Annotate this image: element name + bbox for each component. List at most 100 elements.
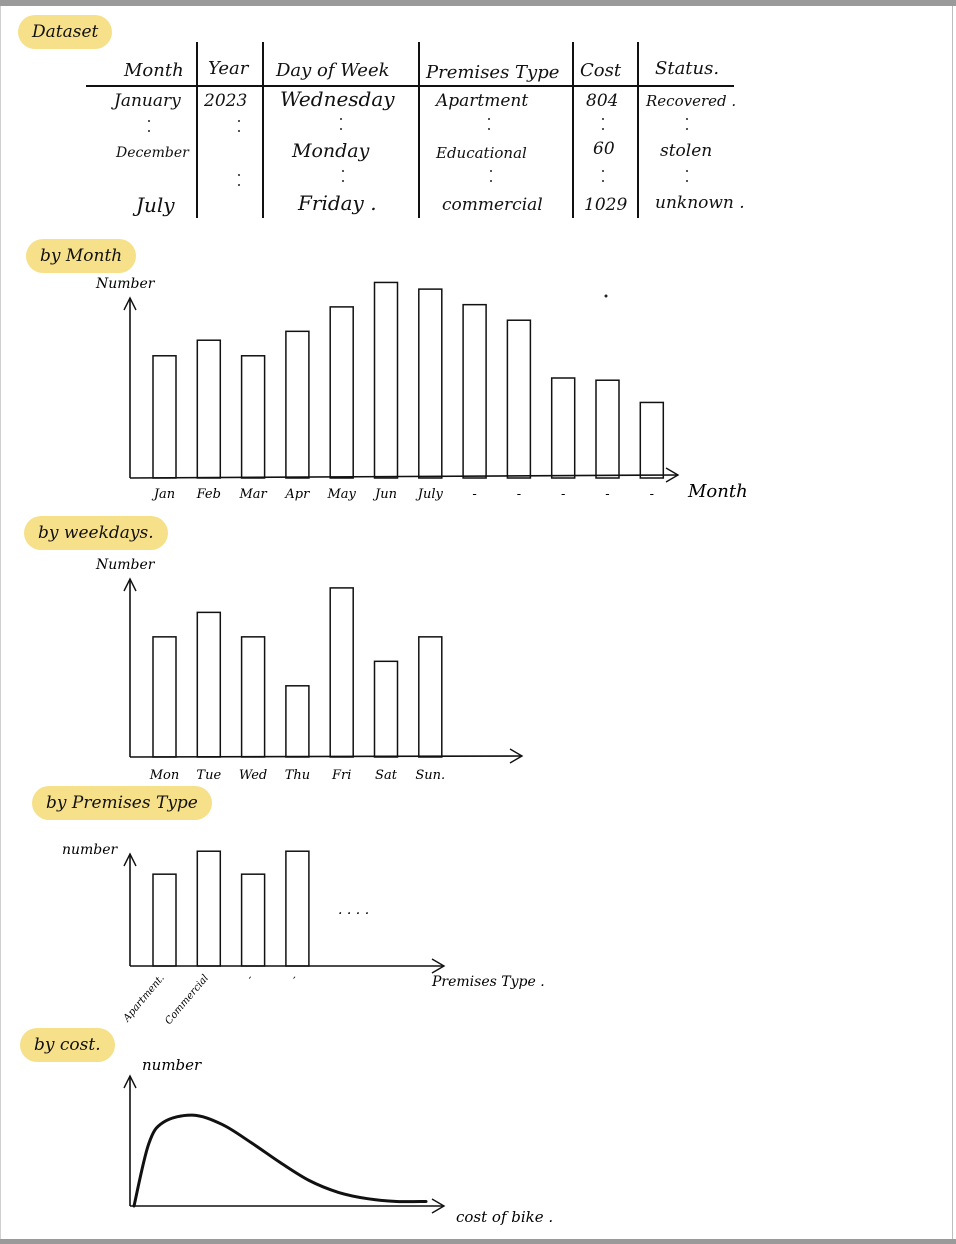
tick-label: Wed bbox=[239, 768, 267, 783]
tick-label: Apr bbox=[284, 487, 310, 502]
x-axis-arrow bbox=[509, 748, 524, 764]
chart-by-month: Number Month Jan Feb Mar Apr May Jun July - - - - - bbox=[95, 276, 748, 502]
table-column-divider bbox=[637, 42, 639, 218]
table-header-year: Year bbox=[208, 58, 249, 79]
bar-1 bbox=[152, 873, 177, 967]
bar-1 bbox=[152, 355, 177, 479]
table-cell: Wednesday bbox=[280, 87, 395, 111]
tick-label: - bbox=[561, 487, 565, 502]
table-cell: 1029 bbox=[584, 195, 628, 215]
month-bars bbox=[152, 281, 665, 479]
y-axis-label: number bbox=[62, 842, 119, 858]
table-header-cost: Cost bbox=[580, 60, 622, 81]
table-column-divider bbox=[572, 42, 574, 218]
continuation-dots bbox=[238, 174, 240, 186]
continuation-dots bbox=[148, 120, 150, 132]
table-cell: Apartment bbox=[436, 91, 529, 111]
chart-by-premises: number Premises Type . . . . . Apartment… bbox=[62, 842, 545, 1027]
weekday-bars bbox=[152, 587, 443, 758]
continuation-dots bbox=[602, 118, 604, 130]
y-axis-label: number bbox=[142, 1056, 202, 1074]
premises-tick-labels: Apartment.Commercial - - bbox=[121, 972, 300, 1026]
tick-label: May bbox=[326, 487, 356, 502]
table-header-month: Month bbox=[124, 60, 184, 81]
continuation-dots bbox=[686, 118, 688, 130]
more-categories-ellipsis: . . . . bbox=[338, 902, 369, 918]
x-axis-label: cost of bike . bbox=[456, 1208, 553, 1226]
bar-1 bbox=[152, 636, 177, 758]
tick-label: Mon bbox=[149, 768, 180, 783]
bar-3 bbox=[240, 636, 266, 758]
bar-4 bbox=[285, 330, 310, 479]
bar-2 bbox=[196, 850, 222, 967]
bar-6 bbox=[373, 281, 399, 479]
bottom-border bbox=[0, 1239, 956, 1244]
bar-8 bbox=[462, 303, 487, 479]
tick-label: Apartment. bbox=[121, 973, 167, 1025]
section-by-weekdays-label: by weekdays. bbox=[24, 516, 168, 550]
weekday-tick-labels: Mon Tue Wed Thu Fri Sat Sun. bbox=[149, 768, 445, 783]
x-axis bbox=[129, 474, 679, 479]
x-axis-arrow bbox=[431, 1198, 446, 1214]
table-cell: Monday bbox=[292, 140, 370, 162]
cost-axes: number cost of bike . bbox=[123, 1056, 553, 1226]
table-cell: December bbox=[116, 145, 189, 161]
bar-7 bbox=[418, 288, 443, 479]
premises-bars bbox=[152, 850, 310, 967]
tick-label: Sat bbox=[375, 768, 398, 783]
table-cell: stolen bbox=[660, 141, 713, 161]
bar-5 bbox=[329, 587, 354, 758]
x-axis-arrow bbox=[665, 467, 680, 483]
bar-9 bbox=[506, 319, 532, 479]
weekday-axes: Number bbox=[95, 557, 524, 764]
continuation-dots bbox=[238, 120, 240, 132]
table-cell: January bbox=[114, 91, 181, 111]
x-axis-arrow bbox=[431, 958, 446, 974]
tick-label: Thu bbox=[285, 768, 310, 783]
tick-label: - bbox=[472, 487, 476, 502]
x-axis bbox=[129, 755, 523, 758]
table-column-divider bbox=[196, 42, 198, 218]
bar-5 bbox=[329, 306, 354, 479]
bar-4 bbox=[285, 850, 310, 967]
tick-label: Jun bbox=[372, 487, 397, 502]
table-cell: unknown . bbox=[655, 193, 745, 213]
y-axis-arrow bbox=[123, 852, 137, 867]
bar-3 bbox=[240, 873, 266, 967]
tick-label: - bbox=[245, 972, 256, 982]
bar-11 bbox=[595, 379, 620, 479]
bar-3 bbox=[240, 355, 266, 479]
continuation-dots bbox=[488, 118, 490, 130]
table-cell: 2023 bbox=[204, 91, 248, 111]
tick-label: - bbox=[289, 972, 300, 982]
table-cell: commercial bbox=[442, 195, 543, 215]
table-cell: Friday . bbox=[298, 191, 377, 215]
premises-axes: number Premises Type . . . . . bbox=[62, 842, 545, 990]
table-cell: 60 bbox=[593, 139, 615, 159]
chart-by-cost: number cost of bike . bbox=[123, 1056, 553, 1226]
tick-label: - bbox=[650, 487, 654, 502]
table-cell: Recovered . bbox=[646, 92, 737, 110]
y-axis-arrow bbox=[123, 1074, 137, 1089]
y-axis-arrow bbox=[123, 577, 137, 592]
section-dataset-label: Dataset bbox=[18, 15, 113, 49]
tick-label: Commercial bbox=[163, 973, 211, 1027]
tick-label: Fri bbox=[331, 768, 351, 783]
x-axis-label: Premises Type . bbox=[431, 974, 545, 990]
bar-6 bbox=[373, 660, 399, 758]
table-header-status: Status. bbox=[655, 58, 720, 79]
table-column-divider bbox=[262, 42, 264, 218]
month-axes: Number Month bbox=[95, 276, 748, 502]
month-tick-labels: Jan Feb Mar Apr May Jun July - - - - - bbox=[151, 487, 654, 502]
table-cell: July bbox=[136, 193, 175, 217]
section-by-month-label: by Month bbox=[26, 239, 137, 273]
tick-label: July bbox=[415, 487, 444, 502]
left-page-edge bbox=[0, 6, 1, 1239]
tick-label: Jan bbox=[151, 487, 175, 502]
continuation-dots bbox=[602, 170, 604, 182]
stray-dot bbox=[604, 294, 608, 298]
tick-label: Feb bbox=[196, 487, 221, 502]
section-by-premises-label: by Premises Type bbox=[32, 786, 212, 820]
y-axis-arrow bbox=[123, 296, 137, 311]
x-axis-label: Month bbox=[687, 481, 748, 502]
